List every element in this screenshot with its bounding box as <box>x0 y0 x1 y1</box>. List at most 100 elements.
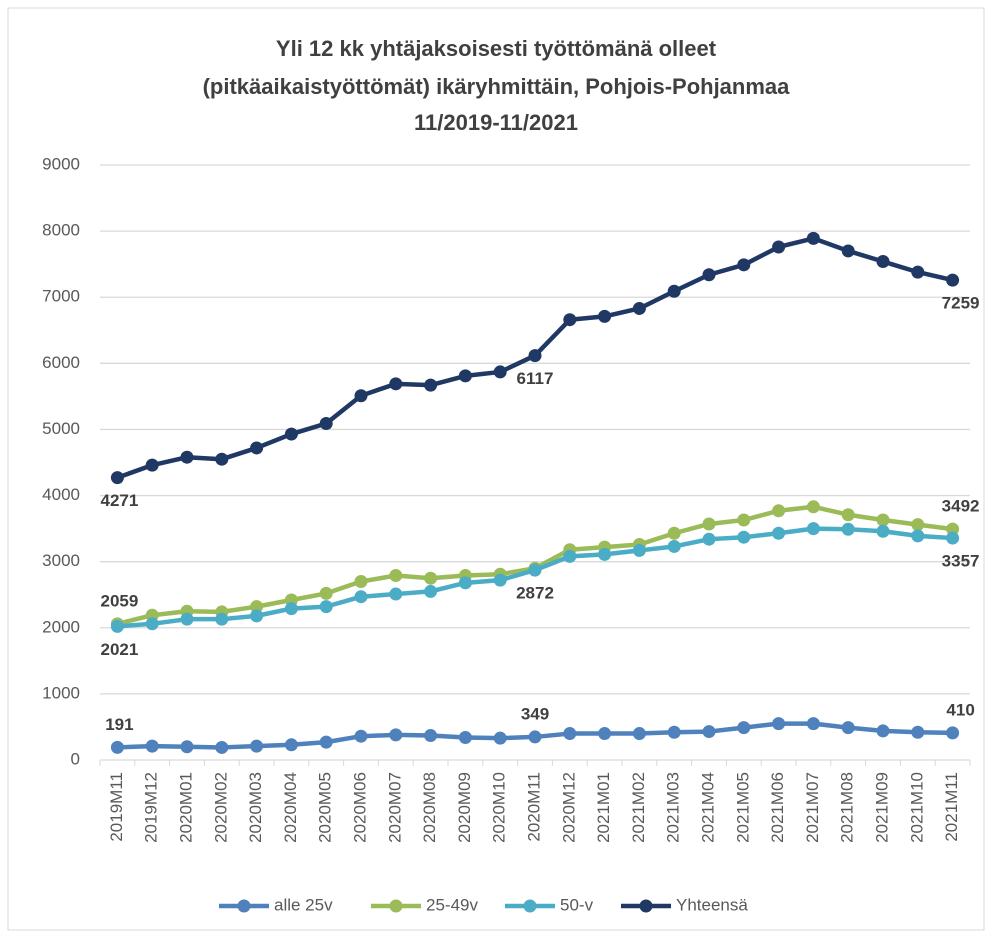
y-tick-label: 3000 <box>42 551 80 570</box>
point <box>876 255 890 269</box>
data-label: 2059 <box>100 591 138 610</box>
point <box>667 539 681 553</box>
point <box>145 739 159 753</box>
data-label: 349 <box>521 704 549 723</box>
data-label: 2872 <box>516 584 554 603</box>
chart-title: (pitkäaikaistyöttömät) ikäryhmittäin, Po… <box>203 74 791 99</box>
point <box>667 284 681 298</box>
point <box>110 740 124 754</box>
legend-marker <box>639 899 653 913</box>
y-tick-label: 5000 <box>42 419 80 438</box>
point <box>841 721 855 735</box>
point <box>772 526 786 540</box>
point <box>284 427 298 441</box>
y-tick-label: 9000 <box>42 154 80 173</box>
x-tick-label: 2020M05 <box>316 772 335 843</box>
point <box>458 369 472 383</box>
x-tick-label: 2020M04 <box>281 772 300 843</box>
point <box>702 725 716 739</box>
point <box>354 729 368 743</box>
point <box>876 724 890 738</box>
point <box>598 547 612 561</box>
point <box>946 522 960 536</box>
y-tick-label: 4000 <box>42 485 80 504</box>
point <box>841 508 855 522</box>
point <box>667 725 681 739</box>
point <box>841 244 855 258</box>
data-label: 7259 <box>942 294 980 313</box>
y-tick-label: 2000 <box>42 617 80 636</box>
point <box>458 576 472 590</box>
x-tick-label: 2021M02 <box>629 772 648 843</box>
point <box>946 531 960 545</box>
point <box>215 452 229 466</box>
point <box>598 727 612 741</box>
point <box>702 517 716 531</box>
point <box>319 586 333 600</box>
x-tick-label: 2020M07 <box>385 772 404 843</box>
point <box>806 522 820 536</box>
point <box>806 231 820 245</box>
x-tick-label: 2020M08 <box>420 772 439 843</box>
point <box>911 725 925 739</box>
x-tick-label: 2020M03 <box>246 772 265 843</box>
point <box>145 617 159 631</box>
point <box>180 450 194 464</box>
x-tick-label: 2020M12 <box>559 772 578 843</box>
point <box>180 612 194 626</box>
point <box>737 258 751 272</box>
point <box>389 569 403 583</box>
legend-label: 25-49v <box>426 895 478 914</box>
legend-label: 50-v <box>560 895 594 914</box>
x-tick-label: 2021M07 <box>803 772 822 843</box>
point <box>772 240 786 254</box>
x-tick-label: 2021M04 <box>698 772 717 843</box>
x-tick-label: 2019M11 <box>107 772 126 842</box>
point <box>911 529 925 543</box>
point <box>598 309 612 323</box>
data-label: 3492 <box>942 497 980 516</box>
point <box>250 600 264 614</box>
point <box>458 731 472 745</box>
point <box>946 273 960 287</box>
y-tick-label: 1000 <box>42 683 80 702</box>
x-tick-label: 2020M10 <box>490 772 509 843</box>
x-tick-label: 2020M09 <box>455 772 474 843</box>
point <box>250 441 264 455</box>
x-tick-label: 2021M01 <box>594 772 613 843</box>
data-label: 410 <box>946 700 974 719</box>
point <box>632 543 646 557</box>
point <box>667 526 681 540</box>
data-label: 6117 <box>517 369 554 388</box>
x-tick-label: 2021M11 <box>942 772 961 842</box>
chart-title: Yli 12 kk yhtäjaksoisesti työttömänä oll… <box>276 36 717 61</box>
point <box>911 518 925 532</box>
point <box>389 587 403 601</box>
point <box>354 575 368 588</box>
point <box>145 458 159 472</box>
legend-marker <box>237 899 251 913</box>
point <box>180 740 194 754</box>
point <box>284 738 298 752</box>
point <box>110 619 124 633</box>
point <box>806 500 820 514</box>
point <box>354 389 368 403</box>
point <box>563 727 577 741</box>
point <box>250 739 264 753</box>
point <box>841 522 855 536</box>
point <box>493 573 507 587</box>
point <box>354 590 368 604</box>
point <box>319 416 333 430</box>
chart-frame <box>7 7 985 931</box>
y-tick-label: 8000 <box>42 221 80 240</box>
point <box>319 735 333 749</box>
point <box>424 378 438 392</box>
x-tick-label: 2021M10 <box>907 772 926 843</box>
point <box>737 513 751 527</box>
point <box>563 313 577 327</box>
legend-marker <box>523 899 537 913</box>
x-tick-label: 2020M02 <box>211 772 230 843</box>
x-tick-label: 2021M05 <box>733 772 752 843</box>
point <box>424 729 438 743</box>
x-tick-label: 2021M03 <box>664 772 683 843</box>
